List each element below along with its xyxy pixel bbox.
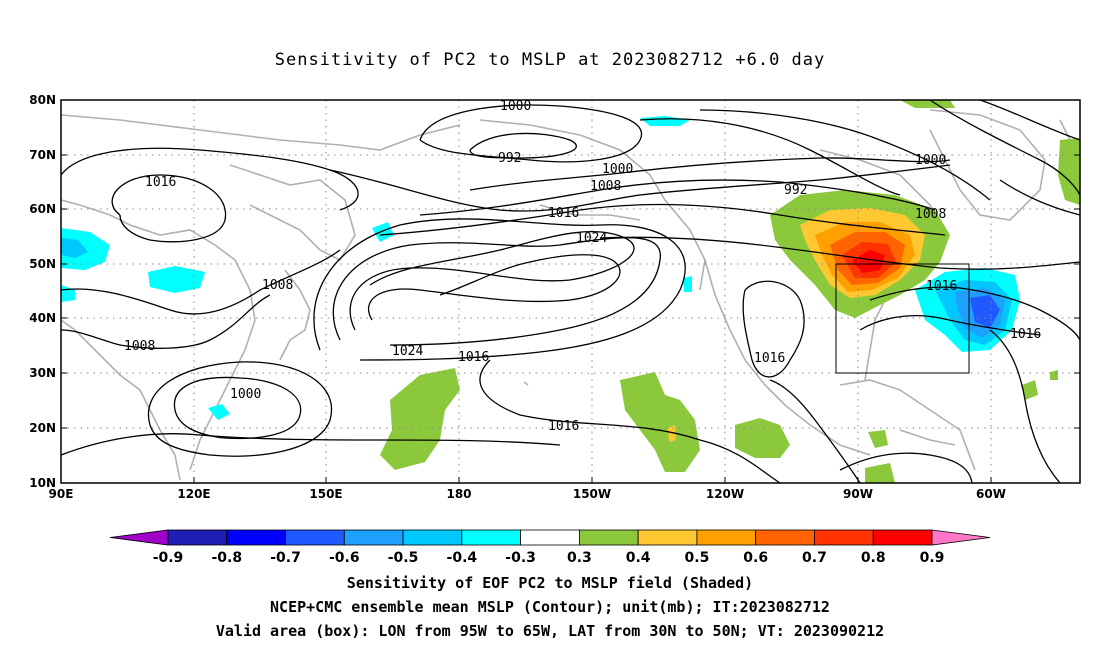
lat-tick-label: 60N [29, 202, 56, 216]
colorbar-label: -0.6 [329, 550, 360, 566]
contour-label: 1008 [590, 179, 621, 194]
colorbar-segment [931, 529, 991, 546]
contour-label: 1016 [458, 350, 489, 365]
colorbar-label: 0.9 [920, 550, 945, 566]
lon-tick-label: 150W [573, 487, 611, 501]
contour-label: 1000 [230, 387, 261, 402]
contour-label: 1008 [915, 207, 946, 222]
colorbar: -0.9 -0.8 -0.7 -0.6 -0.5 -0.4 -0.3 0.3 0.4 0.5 0.6… [109, 529, 991, 566]
lon-tick-label: 120W [706, 487, 744, 501]
lat-axis: 80N 70N 60N 50N 40N 30N 20N 10N [29, 93, 56, 490]
contour-label: 1016 [754, 351, 785, 366]
caption-line-2: NCEP+CMC ensemble mean MSLP (Contour); u… [270, 598, 830, 616]
colorbar-segment [226, 529, 286, 546]
valid-area-box [835, 263, 970, 374]
colorbar-label: -0.9 [153, 550, 184, 566]
map-frame [60, 99, 1081, 484]
contour-label: 1000 [500, 99, 531, 114]
contour-label: 1008 [262, 278, 293, 293]
contour-label: 1016 [1010, 327, 1041, 342]
contour-label: 992 [784, 183, 807, 198]
lon-tick-label: 90W [843, 487, 873, 501]
lat-tick-label: 20N [29, 421, 56, 435]
colorbar-segment [814, 529, 874, 546]
contour-label: 1024 [576, 231, 607, 246]
colorbar-segment [578, 529, 639, 546]
colorbar-label: 0.6 [743, 550, 768, 566]
colorbar-label: 0.5 [685, 550, 710, 566]
mslp-contours [61, 100, 1080, 483]
lon-tick-label: 60W [976, 487, 1006, 501]
lon-tick-label: 120E [177, 487, 210, 501]
lat-tick-label: 10N [29, 476, 56, 490]
contour-label: 1016 [548, 206, 579, 221]
contour-label: 1000 [602, 162, 633, 177]
lon-tick-label: 90E [49, 487, 74, 501]
contour-label: 1000 [915, 153, 946, 168]
colorbar-segment [755, 529, 815, 546]
colorbar-segment [637, 529, 698, 546]
lon-tick-label: 150E [309, 487, 342, 501]
caption-line-1: Sensitivity of EOF PC2 to MSLP field (Sh… [346, 574, 754, 592]
tick-marks [61, 99, 1080, 484]
colorbar-label: 0.4 [626, 550, 651, 566]
colorbar-segment [461, 529, 522, 546]
colorbar-segment [343, 529, 404, 546]
colorbar-label: -0.3 [505, 550, 536, 566]
lat-tick-label: 70N [29, 148, 56, 162]
colorbar-segment [167, 529, 228, 546]
sensitivity-shading [61, 100, 1080, 483]
lat-tick-label: 80N [29, 93, 56, 107]
colorbar-segment [696, 529, 757, 546]
contour-label: 992 [498, 151, 521, 166]
lat-tick-label: 30N [29, 366, 56, 380]
colorbar-label: 0.7 [802, 550, 827, 566]
colorbar-segment [402, 529, 463, 546]
caption-line-3: Valid area (box): LON from 95W to 65W, L… [215, 622, 885, 640]
map-title: Sensitivity of PC2 to MSLP at 2023082712… [274, 50, 826, 70]
colorbar-segment [520, 529, 580, 546]
colorbar-label: 0.3 [567, 550, 592, 566]
lon-axis: 90E 120E 150E 180 150W 120W 90W 60W [49, 487, 1006, 501]
colorbar-label: 0.8 [861, 550, 886, 566]
contour-label: 1008 [124, 339, 155, 354]
colorbar-label: -0.7 [270, 550, 301, 566]
colorbar-segment [872, 529, 933, 546]
contour-label: 1024 [392, 344, 423, 359]
grid-lines [61, 100, 1080, 483]
contour-label: 1016 [145, 175, 176, 190]
map-area [61, 100, 1080, 483]
contour-labels: 1000 992 1016 1000 1008 1008 1016 1024 9… [124, 99, 1041, 434]
lon-tick-label: 180 [446, 487, 471, 501]
colorbar-label: -0.8 [211, 550, 242, 566]
lat-tick-label: 50N [29, 257, 56, 271]
colorbar-segment [109, 529, 169, 546]
lat-tick-label: 40N [29, 311, 56, 325]
contour-label: 1016 [548, 419, 579, 434]
contour-label: 1016 [926, 279, 957, 294]
colorbar-segment [285, 529, 345, 546]
colorbar-label: -0.5 [388, 550, 419, 566]
colorbar-label: -0.4 [447, 550, 478, 566]
